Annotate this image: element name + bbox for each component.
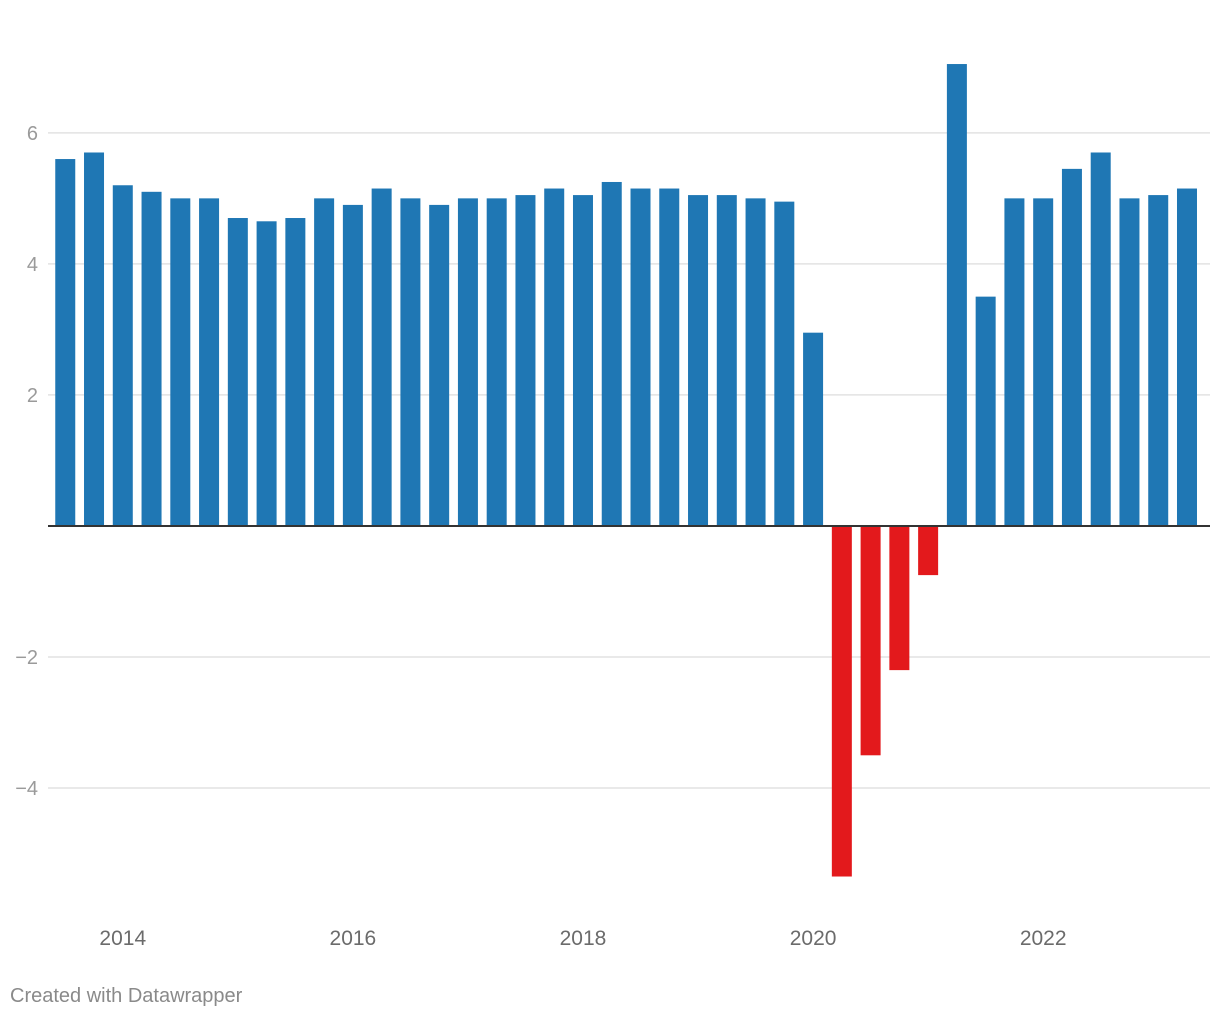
bar-positive bbox=[630, 188, 651, 526]
y-tick-label: 2 bbox=[27, 385, 38, 407]
y-tick-label: 4 bbox=[27, 254, 38, 276]
bar-positive bbox=[199, 198, 220, 526]
bar-positive bbox=[84, 152, 105, 526]
y-tick-label: 6 bbox=[27, 123, 38, 145]
bar-positive bbox=[601, 181, 622, 526]
bar-positive bbox=[371, 188, 392, 526]
bar-positive bbox=[774, 201, 795, 526]
bar-positive bbox=[342, 204, 363, 526]
x-tick-label: 2022 bbox=[1020, 927, 1067, 950]
bar-positive bbox=[1148, 195, 1169, 526]
x-tick-label: 2018 bbox=[560, 927, 607, 950]
bar-positive bbox=[1004, 198, 1025, 526]
x-axis-tick-labels: 2014 2016 2018 2020 2022 bbox=[99, 927, 1066, 950]
bar-positive bbox=[314, 198, 335, 526]
bar-positive bbox=[716, 195, 737, 526]
bar-negative bbox=[831, 525, 852, 877]
bar-positive bbox=[227, 218, 248, 526]
bar-positive bbox=[1061, 168, 1082, 526]
bar-positive bbox=[572, 195, 593, 526]
bar-positive bbox=[285, 218, 306, 526]
bar-positive bbox=[256, 221, 277, 526]
bar-positive bbox=[141, 191, 162, 526]
bar-positive bbox=[803, 332, 824, 526]
bar-positive bbox=[688, 195, 709, 526]
bar-positive bbox=[1033, 198, 1054, 526]
bar-positive bbox=[400, 198, 421, 526]
x-tick-label: 2014 bbox=[99, 927, 146, 950]
bar-positive bbox=[112, 185, 133, 526]
bar-positive bbox=[544, 188, 565, 526]
bar-positive bbox=[1176, 188, 1197, 526]
x-tick-label: 2016 bbox=[330, 927, 377, 950]
bar-positive bbox=[659, 188, 680, 526]
bar-positive bbox=[1119, 198, 1140, 526]
bar-positive bbox=[745, 198, 766, 526]
bar-negative bbox=[889, 525, 910, 671]
bar-positive bbox=[55, 159, 76, 526]
bar-positive bbox=[486, 198, 507, 526]
x-tick-label: 2020 bbox=[790, 927, 837, 950]
bar-negative bbox=[860, 525, 881, 756]
bar-positive bbox=[457, 198, 478, 526]
bars bbox=[55, 64, 1197, 877]
bar-negative bbox=[918, 525, 939, 576]
bar-positive bbox=[515, 195, 536, 526]
bar-positive bbox=[429, 204, 450, 526]
y-axis-tick-labels: 6 4 2 −2 −4 bbox=[15, 123, 38, 800]
y-tick-label: −2 bbox=[15, 647, 38, 669]
bar-positive bbox=[946, 64, 967, 526]
datawrapper-credit: Created with Datawrapper bbox=[10, 985, 243, 1007]
bar-positive bbox=[975, 296, 996, 526]
bar-positive bbox=[170, 198, 191, 526]
bar-positive bbox=[1090, 152, 1111, 526]
y-tick-label: −4 bbox=[15, 778, 38, 800]
